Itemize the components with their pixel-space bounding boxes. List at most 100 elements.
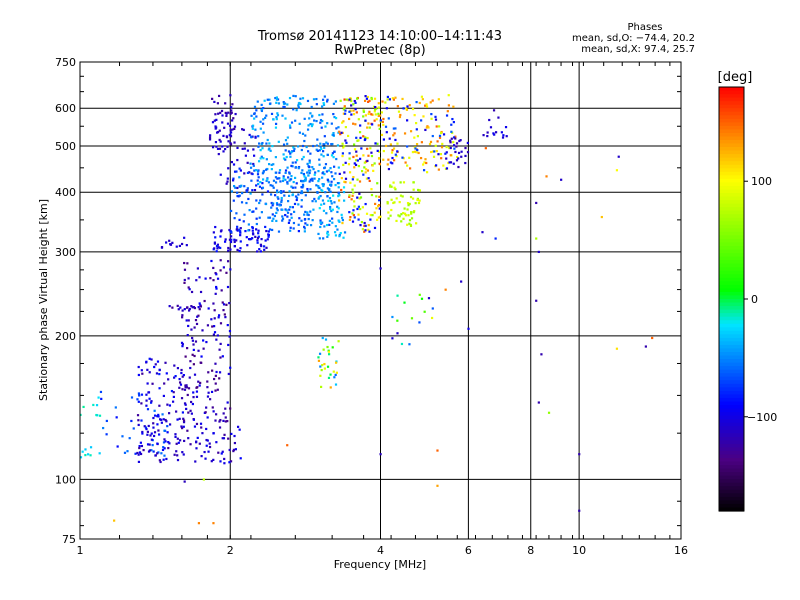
data-point <box>267 163 271 166</box>
data-point <box>198 302 201 305</box>
data-point <box>274 122 278 125</box>
colorbar-segment <box>719 274 744 279</box>
data-point <box>312 168 315 171</box>
data-point <box>445 167 449 170</box>
chart-subtitle: RwPretec (8p) <box>334 43 425 58</box>
data-point <box>357 118 360 121</box>
data-point <box>289 152 292 155</box>
data-point <box>414 147 417 150</box>
data-point <box>218 129 221 132</box>
data-point <box>411 107 415 111</box>
data-point <box>195 440 198 443</box>
data-point <box>319 194 322 198</box>
data-point <box>391 156 394 160</box>
colorbar-segment <box>719 330 744 335</box>
data-point <box>305 145 308 149</box>
data-point <box>216 388 219 391</box>
data-point <box>212 279 215 282</box>
data-point <box>332 178 336 181</box>
data-point <box>295 159 299 162</box>
data-point <box>359 157 362 160</box>
data-point <box>347 163 351 166</box>
data-point <box>164 440 167 443</box>
data-point <box>205 427 208 431</box>
colorbar-segment <box>719 355 744 360</box>
data-point <box>298 131 301 134</box>
data-point <box>359 136 362 140</box>
data-point <box>230 160 234 164</box>
data-point <box>393 201 396 204</box>
data-point <box>226 122 230 125</box>
data-point <box>232 448 236 451</box>
data-point <box>334 234 338 237</box>
data-point <box>205 406 208 409</box>
colorbar-segment <box>719 136 744 141</box>
data-point <box>408 202 411 206</box>
data-point <box>330 154 334 157</box>
data-point <box>187 437 190 440</box>
data-point <box>232 163 236 166</box>
data-point <box>264 239 267 242</box>
data-point <box>298 122 301 125</box>
data-point <box>348 211 351 214</box>
data-point <box>391 97 394 100</box>
data-point <box>251 226 254 229</box>
data-point <box>374 113 377 116</box>
data-point <box>209 134 212 137</box>
data-point <box>238 194 241 197</box>
data-point <box>308 161 311 164</box>
data-point <box>299 179 303 183</box>
data-point <box>309 224 313 227</box>
data-point <box>309 178 312 181</box>
data-point <box>447 94 450 97</box>
data-point <box>360 169 364 173</box>
data-point <box>196 386 199 389</box>
data-point <box>146 382 149 385</box>
data-point <box>322 202 326 205</box>
data-point <box>339 231 342 235</box>
data-point <box>229 240 233 244</box>
data-point <box>343 105 346 108</box>
data-point <box>252 154 256 157</box>
data-point <box>263 245 266 248</box>
data-point <box>315 144 319 147</box>
colorbar-segment <box>719 277 744 282</box>
data-point <box>257 232 260 235</box>
data-point <box>228 461 231 464</box>
data-point <box>402 217 405 220</box>
data-point <box>500 131 503 134</box>
data-point <box>396 150 399 153</box>
data-point <box>216 247 219 250</box>
data-point <box>267 230 270 233</box>
data-point <box>173 453 176 456</box>
data-point <box>271 228 274 232</box>
colorbar-segment <box>719 164 744 169</box>
data-point <box>297 223 300 226</box>
data-point <box>318 352 322 355</box>
data-point <box>394 188 397 191</box>
data-point <box>367 177 370 180</box>
data-point <box>382 123 385 126</box>
data-point <box>370 193 374 197</box>
data-point <box>243 185 246 188</box>
data-point <box>301 158 304 161</box>
data-point <box>354 159 358 162</box>
data-point <box>357 218 360 221</box>
data-point <box>303 227 306 230</box>
data-point <box>395 197 398 200</box>
data-point <box>215 413 218 416</box>
data-point <box>190 328 193 331</box>
data-point <box>258 248 261 251</box>
data-point <box>438 136 442 139</box>
data-point <box>326 235 329 238</box>
data-point <box>194 319 198 322</box>
data-point <box>396 319 399 322</box>
data-point <box>270 112 274 116</box>
data-point <box>537 401 540 404</box>
data-point <box>182 419 186 422</box>
data-point <box>351 188 354 191</box>
data-point <box>352 103 355 106</box>
data-point <box>254 235 257 238</box>
data-point <box>367 154 370 157</box>
data-point <box>309 188 312 191</box>
